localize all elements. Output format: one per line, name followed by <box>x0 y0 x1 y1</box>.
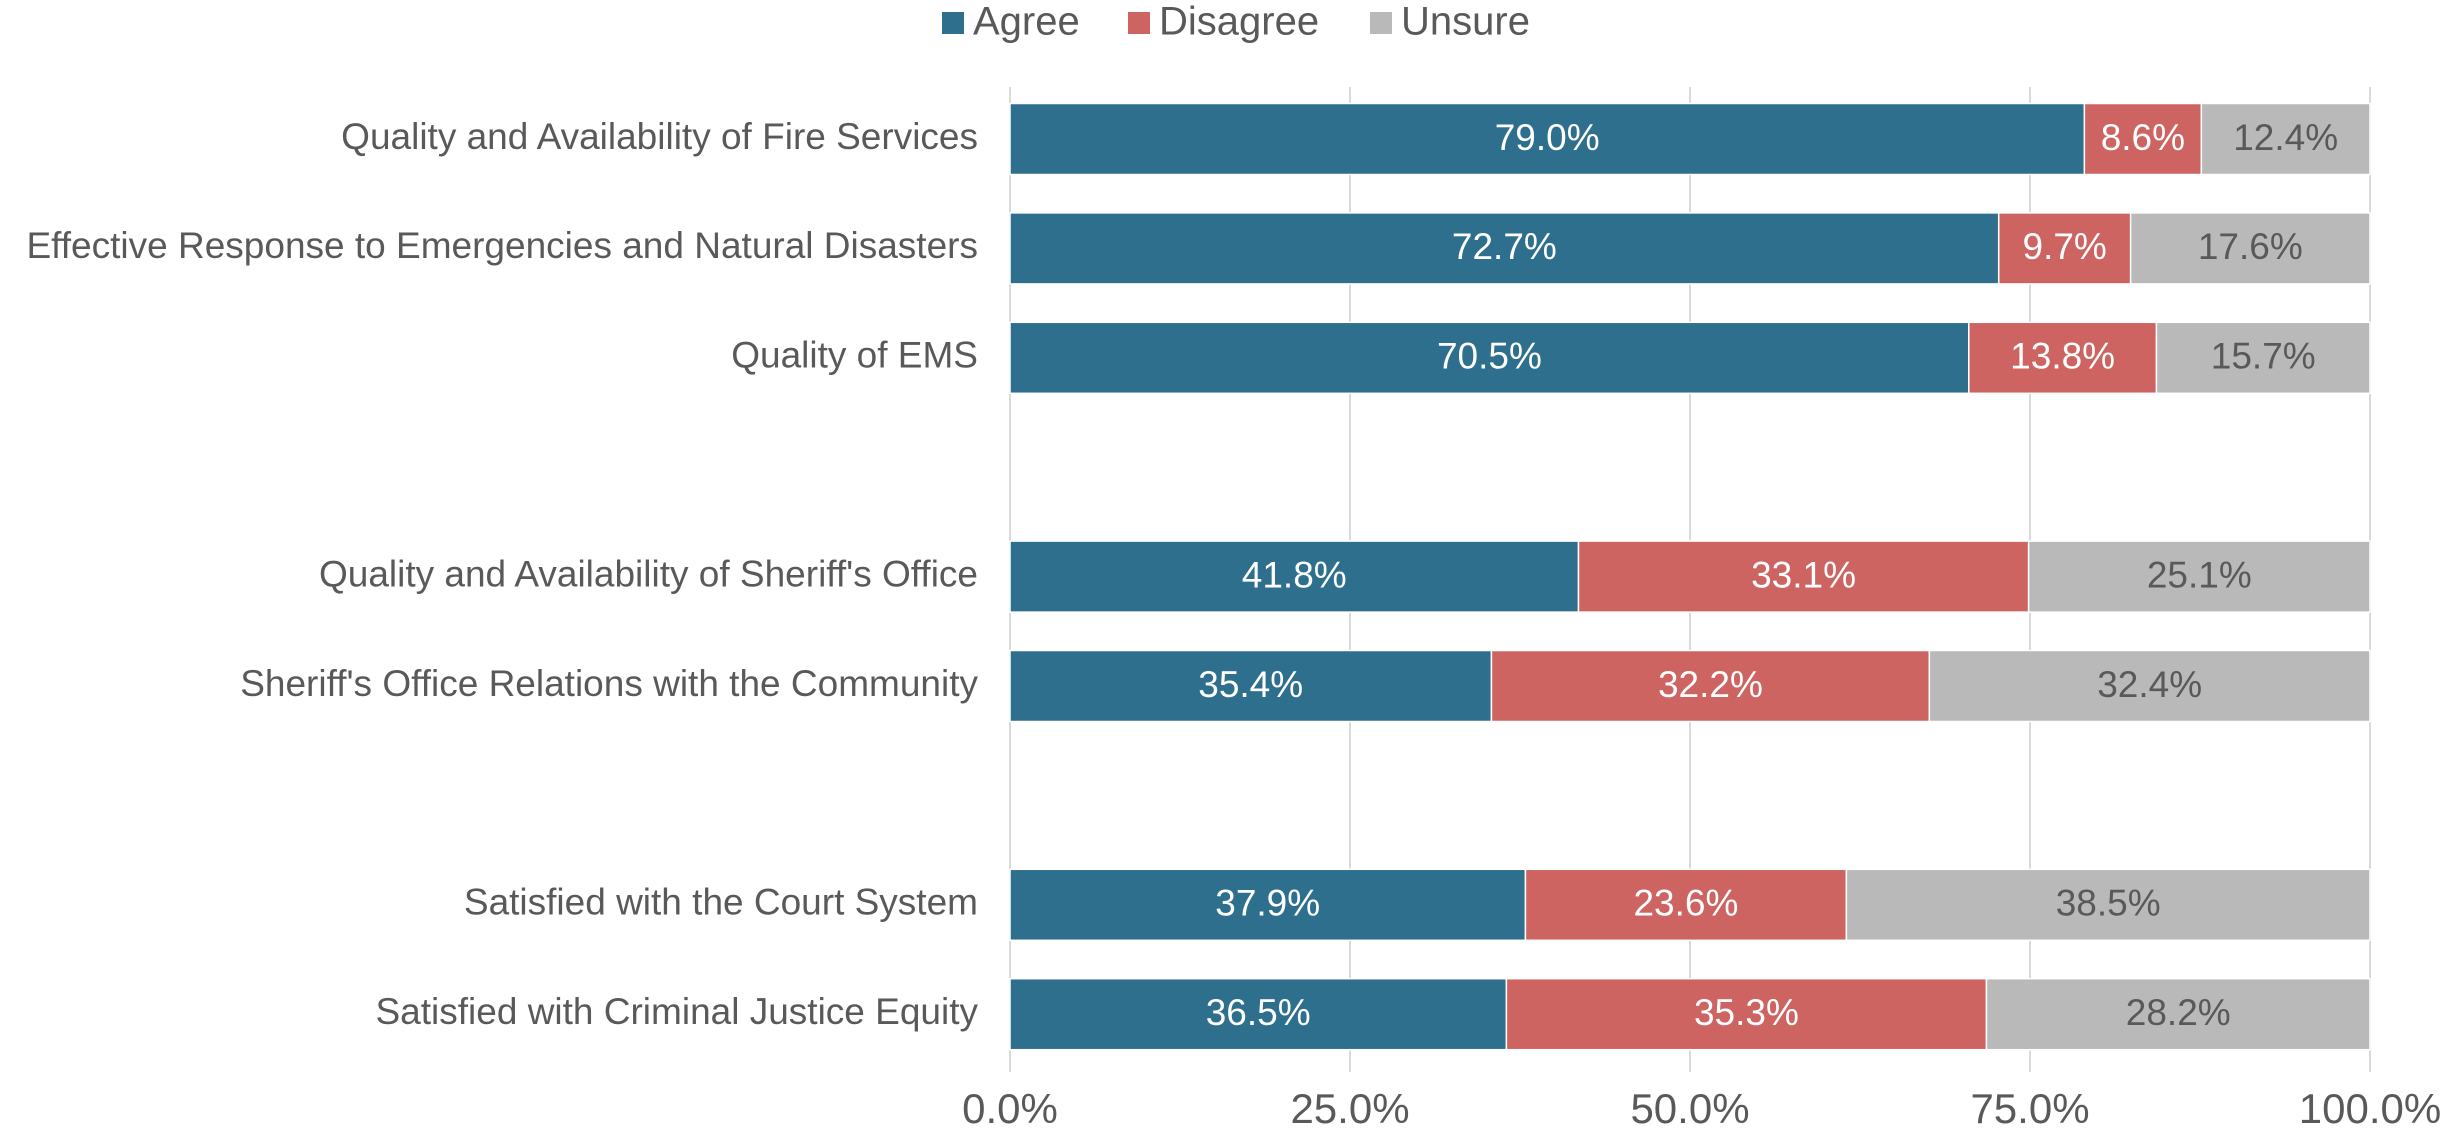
category-label: Quality and Availability of Fire Service… <box>341 116 978 157</box>
category-label: Satisfied with Criminal Justice Equity <box>376 991 979 1032</box>
legend-swatch <box>1370 12 1392 34</box>
data-label: 70.5% <box>1437 336 1542 377</box>
x-tick-label: 25.0% <box>1290 1085 1409 1132</box>
bar-segment <box>1524 868 1848 942</box>
data-label: 32.4% <box>2097 664 2202 705</box>
legend-label: Agree <box>973 0 1080 44</box>
x-tick-label: 75.0% <box>1970 1085 2089 1132</box>
data-label: 12.4% <box>2233 117 2338 158</box>
legend-swatch <box>942 12 964 34</box>
data-label: 15.7% <box>2211 336 2316 377</box>
data-label: 36.5% <box>1206 992 1311 1033</box>
x-tick-label: 50.0% <box>1630 1085 1749 1132</box>
bar-segment <box>1009 649 1493 723</box>
x-tick-label: 0.0% <box>962 1085 1058 1132</box>
data-label: 37.9% <box>1215 883 1320 924</box>
bar-segment <box>2083 102 2203 176</box>
category-label: Quality of EMS <box>731 335 978 376</box>
data-label: 25.1% <box>2147 554 2252 595</box>
legend-label: Unsure <box>1401 0 1530 44</box>
data-label: 33.1% <box>1751 554 1856 595</box>
category-label: Sheriff's Office Relations with the Comm… <box>240 663 978 704</box>
bar-segment <box>1009 102 2086 176</box>
data-label: 35.4% <box>1198 664 1303 705</box>
bar-segment <box>1985 977 2371 1051</box>
bar-segment <box>1928 649 2371 723</box>
bar-segment <box>2155 321 2371 395</box>
x-tick-label: 100.0% <box>2299 1085 2441 1132</box>
bar-segment <box>1845 868 2371 942</box>
data-label: 32.2% <box>1658 664 1763 705</box>
bar-segment <box>1009 977 1508 1051</box>
data-label: 35.3% <box>1694 992 1799 1033</box>
data-label: 41.8% <box>1242 554 1347 595</box>
bar-segment <box>2027 540 2371 613</box>
bar-segment <box>2200 102 2371 176</box>
bar-segment <box>1009 540 1580 613</box>
data-label: 9.7% <box>2023 226 2107 267</box>
bar-segment <box>1505 977 1988 1051</box>
bar-segment <box>1009 321 1970 395</box>
legend-label: Disagree <box>1159 0 1319 44</box>
legend-swatch <box>1128 12 1150 34</box>
data-label: 17.6% <box>2198 226 2303 267</box>
category-label: Effective Response to Emergencies and Na… <box>26 225 978 266</box>
data-label: 28.2% <box>2126 992 2231 1033</box>
data-label: 13.8% <box>2010 336 2115 377</box>
data-label: 72.7% <box>1452 226 1557 267</box>
bar-segment <box>1577 540 2030 613</box>
bar-segment <box>1009 212 2000 285</box>
bar-segment <box>1490 649 1931 723</box>
bar-segment <box>1997 212 2132 285</box>
category-label: Satisfied with the Court System <box>464 882 978 923</box>
data-label: 38.5% <box>2056 883 2161 924</box>
data-label: 79.0% <box>1495 117 1600 158</box>
bar-segment <box>2129 212 2371 285</box>
data-label: 8.6% <box>2101 117 2185 158</box>
data-label: 23.6% <box>1633 883 1738 924</box>
bar-segment <box>1009 868 1527 942</box>
category-label: Quality and Availability of Sheriff's Of… <box>319 553 978 594</box>
